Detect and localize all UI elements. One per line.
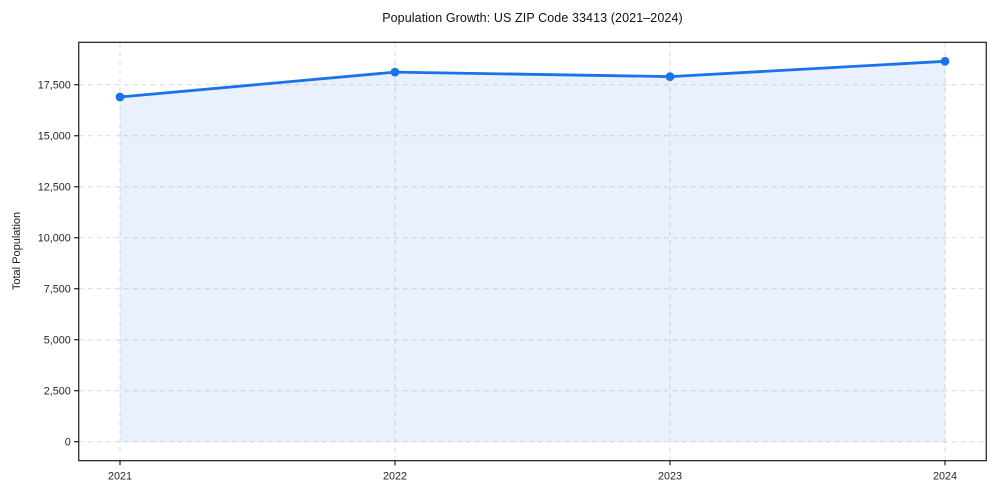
area-fill: [120, 61, 945, 442]
data-point: [115, 92, 125, 102]
y-tick-label: 17,500: [38, 79, 71, 91]
y-tick-label: 15,000: [38, 130, 71, 142]
y-tick-label: 0: [65, 436, 71, 448]
x-tick-label: 2023: [658, 471, 682, 483]
x-tick-label: 2024: [933, 471, 957, 483]
data-point: [665, 72, 675, 82]
data-line: [118, 59, 947, 99]
x-tick-label: 2022: [383, 471, 407, 483]
y-tick-label: 12,500: [38, 181, 71, 193]
y-tick-label: 5,000: [44, 334, 71, 346]
y-tick-label: 10,000: [38, 232, 71, 244]
chart-title: Population Growth: US ZIP Code 33413 (20…: [382, 11, 683, 25]
data-point: [390, 67, 400, 77]
y-tick-label: 7,500: [44, 283, 71, 295]
y-tick-label: 2,500: [44, 385, 71, 397]
x-tick-label: 2021: [108, 471, 132, 483]
data-point: [940, 56, 950, 66]
axes-spines: [78, 41, 987, 462]
